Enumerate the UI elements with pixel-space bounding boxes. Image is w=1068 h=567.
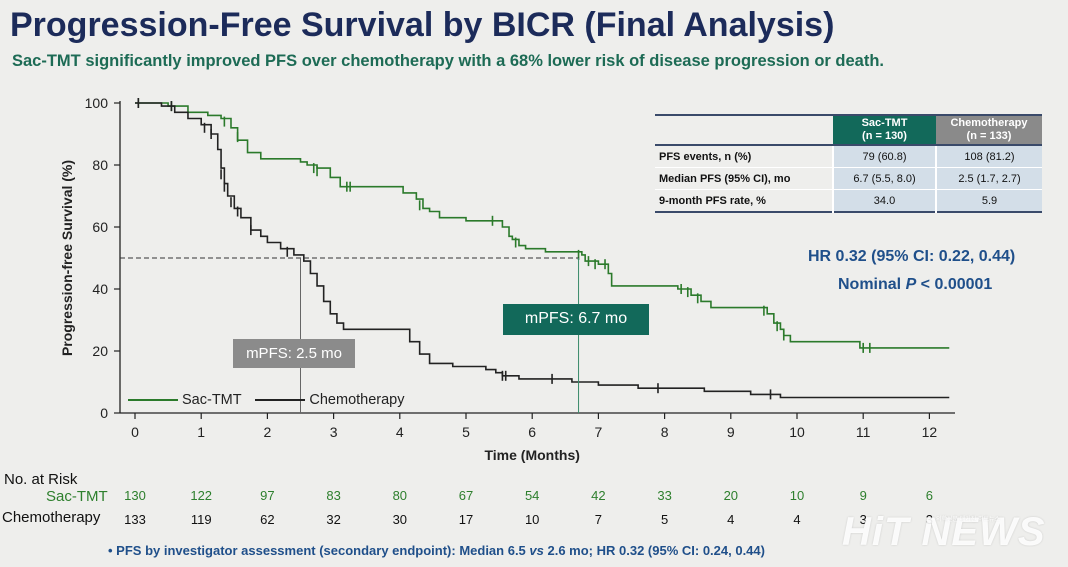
- at-risk-count-chemo: 32: [326, 512, 341, 527]
- legend-label-sac: Sac-TMT: [182, 392, 242, 408]
- x-tick-label: 9: [727, 424, 735, 440]
- at-risk-count-sac: 33: [657, 488, 672, 503]
- page-title: Progression-Free Survival by BICR (Final…: [10, 6, 835, 44]
- at-risk-count-sac: 9: [859, 488, 867, 503]
- y-tick-label: 100: [85, 95, 109, 111]
- pfs-summary-table: Sac-TMT (n = 130) Chemotherapy (n = 133)…: [655, 114, 1042, 213]
- footnote-prefix: PFS by investigator assessment (secondar…: [116, 543, 530, 558]
- x-tick-label: 2: [264, 424, 272, 440]
- at-risk-count-sac: 80: [392, 488, 408, 503]
- table-cell-chemo: 5.9: [935, 189, 1042, 212]
- p-value-suffix: < 0.00001: [916, 276, 993, 293]
- median-pfs-sac-label: mPFS: 6.7 mo: [503, 304, 649, 335]
- table-header-sac-name: Sac-TMT: [861, 117, 908, 129]
- hazard-ratio-text: HR 0.32 (95% CI: 0.22, 0.44): [808, 248, 1016, 265]
- footnote: • PFS by investigator assessment (second…: [108, 543, 765, 558]
- median-pfs-chemo-label: mPFS: 2.5 mo: [233, 339, 355, 368]
- x-tick-label: 4: [396, 424, 404, 440]
- table-header-chemo: Chemotherapy (n = 133): [936, 115, 1042, 145]
- x-tick-label: 6: [528, 424, 536, 440]
- chart-marks: [120, 257, 580, 413]
- chart-legend: Sac-TMT Chemotherapy: [128, 392, 405, 408]
- table-header-chemo-name: Chemotherapy: [950, 117, 1028, 129]
- x-tick-label: 7: [595, 424, 603, 440]
- y-tick-label: 80: [92, 157, 108, 173]
- table-row: 9-month PFS rate, % 34.0 5.9: [655, 189, 1042, 212]
- p-value-prefix: Nominal: [838, 276, 906, 293]
- table-cell-chemo: 2.5 (1.7, 2.7): [935, 167, 1042, 190]
- at-risk-label-chemo: Chemotherapy: [2, 509, 101, 526]
- at-risk-count-chemo: 62: [260, 512, 275, 527]
- table-header-sac: Sac-TMT (n = 130): [833, 115, 936, 145]
- km-curve-chemotherapy: [135, 102, 950, 399]
- at-risk-count-chemo: 4: [793, 512, 801, 527]
- hitnews-watermark-logo: HiT NEWS 의학신문 매거진 히트뉴스: [842, 510, 1046, 555]
- table-row: PFS events, n (%) 79 (60.8) 108 (81.2): [655, 144, 1042, 168]
- table-cell-sac: 34.0: [832, 189, 936, 212]
- at-risk-count-chemo: 3: [859, 512, 867, 527]
- at-risk-count-chemo: 5: [660, 512, 669, 527]
- km-curve-sac-tmt: [135, 102, 950, 349]
- y-tick-label: 20: [92, 343, 108, 359]
- table-row-label: Median PFS (95% CI), mo: [655, 167, 833, 190]
- x-tick-label: 5: [462, 424, 470, 440]
- table-cell-sac: 79 (60.8): [832, 144, 936, 168]
- table-header-chemo-n: (n = 133): [966, 130, 1012, 142]
- y-tick-label: 0: [100, 405, 108, 421]
- at-risk-count-sac: 42: [591, 488, 606, 503]
- at-risk-count-sac: 54: [524, 488, 540, 503]
- p-value-text: Nominal P < 0.00001: [838, 276, 992, 294]
- watermark-subtext: 의학신문 매거진 히트뉴스: [936, 517, 1001, 523]
- footnote-suffix: 2.6 mo; HR 0.32 (95% CI: 0.24, 0.44): [543, 543, 765, 558]
- p-value-symbol: P: [905, 276, 917, 293]
- table-row: Median PFS (95% CI), mo 6.7 (5.5, 8.0) 2…: [655, 167, 1042, 190]
- at-risk-count-chemo: 30: [392, 512, 408, 527]
- at-risk-count-chemo: 3: [925, 512, 934, 527]
- y-tick-label: 40: [92, 281, 108, 297]
- x-tick-label: 8: [661, 424, 669, 440]
- at-risk-count-chemo: 17: [458, 512, 474, 527]
- x-axis-title: Time (Months): [484, 447, 579, 463]
- at-risk-count-sac: 10: [789, 488, 805, 503]
- legend-swatch-chemo: [255, 399, 306, 402]
- at-risk-count-sac: 6: [925, 488, 934, 503]
- x-tick-label: 11: [856, 424, 871, 440]
- at-risk-count-sac: 130: [124, 488, 146, 503]
- at-risk-count-chemo: 119: [190, 512, 212, 527]
- y-tick-label: 60: [92, 219, 108, 235]
- legend-label-chemo: Chemotherapy: [309, 392, 405, 408]
- at-risk-count-chemo: 10: [524, 512, 540, 527]
- chart-curves: [135, 98, 950, 400]
- at-risk-count-sac: 83: [326, 488, 341, 503]
- y-axis-title: Progression-free Survival (%): [59, 160, 75, 356]
- at-risk-label-sac: Sac-TMT: [46, 488, 108, 505]
- legend-swatch-sac: [128, 399, 178, 402]
- table-cell-sac: 6.7 (5.5, 8.0): [832, 167, 936, 190]
- at-risk-count-chemo: 7: [594, 512, 603, 527]
- footnote-vs: vs: [529, 543, 544, 558]
- table-cell-chemo: 108 (81.2): [935, 144, 1042, 168]
- x-tick-label: 1: [197, 424, 205, 440]
- watermark-text: HiT NEWS: [842, 510, 1046, 554]
- at-risk-count-sac: 20: [723, 488, 739, 503]
- at-risk-count-sac: 122: [190, 488, 213, 503]
- table-corner: [655, 115, 833, 145]
- x-tick-label: 0: [131, 424, 139, 440]
- page-subtitle: Sac-TMT significantly improved PFS over …: [12, 52, 884, 70]
- table-row-label: PFS events, n (%): [655, 144, 833, 168]
- x-tick-label: 12: [922, 424, 938, 440]
- x-tick-label: 10: [789, 424, 805, 440]
- table-row-label: 9-month PFS rate, %: [655, 189, 833, 212]
- x-tick-label: 3: [330, 424, 338, 440]
- at-risk-count-chemo: 133: [124, 512, 146, 527]
- at-risk-title: No. at Risk: [4, 471, 78, 488]
- table-header-sac-n: (n = 130): [862, 130, 907, 142]
- at-risk-count-sac: 67: [458, 488, 474, 503]
- at-risk-count-chemo: 4: [727, 512, 735, 527]
- at-risk-count-sac: 97: [260, 488, 275, 503]
